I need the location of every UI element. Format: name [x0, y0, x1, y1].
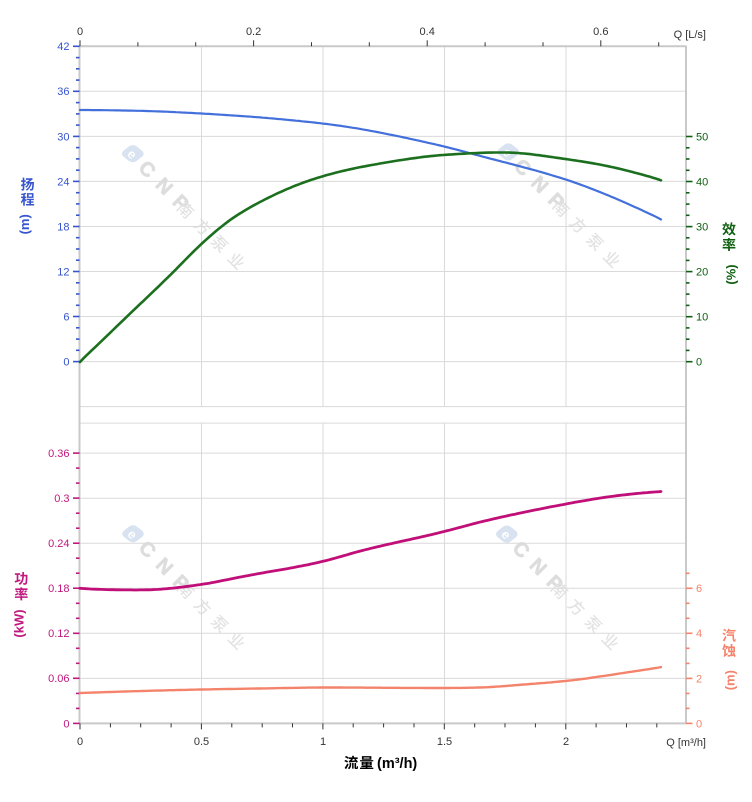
svg-text:Q [L/s]: Q [L/s] [674, 29, 706, 41]
svg-text:2: 2 [563, 736, 569, 748]
svg-text:24: 24 [57, 176, 69, 188]
svg-text:(m): (m) [17, 214, 32, 234]
svg-text:0: 0 [63, 357, 69, 369]
svg-text:0: 0 [696, 718, 702, 730]
svg-text:18: 18 [57, 221, 69, 233]
svg-text:40: 40 [696, 176, 708, 188]
svg-text:50: 50 [696, 131, 708, 143]
svg-text:0.4: 0.4 [420, 26, 435, 38]
svg-text:0: 0 [696, 357, 702, 369]
svg-text:0.18: 0.18 [48, 583, 69, 595]
svg-text:0.12: 0.12 [48, 628, 69, 640]
svg-text:0.5: 0.5 [194, 736, 209, 748]
svg-text:(m): (m) [722, 670, 737, 690]
svg-text:10: 10 [696, 312, 708, 324]
svg-text:6: 6 [63, 311, 69, 323]
svg-text:(kW): (kW) [12, 609, 27, 637]
svg-text:0: 0 [77, 736, 83, 748]
svg-text:0.3: 0.3 [54, 493, 69, 505]
svg-text:6: 6 [696, 583, 702, 595]
svg-text:12: 12 [57, 266, 69, 278]
svg-text:0.06: 0.06 [48, 673, 69, 685]
svg-text:36: 36 [57, 86, 69, 98]
svg-text:0.24: 0.24 [48, 538, 69, 550]
svg-text:1: 1 [320, 736, 326, 748]
svg-text:30: 30 [696, 222, 708, 234]
svg-text:1.5: 1.5 [437, 736, 452, 748]
svg-text:(%): (%) [724, 264, 739, 284]
svg-text:Q [m³/h]: Q [m³/h] [666, 737, 706, 749]
svg-text:0.6: 0.6 [593, 26, 608, 38]
svg-text:2: 2 [696, 673, 702, 685]
svg-text:42: 42 [57, 41, 69, 53]
svg-text:0.2: 0.2 [246, 26, 261, 38]
svg-text:0: 0 [77, 26, 83, 38]
svg-text:20: 20 [696, 267, 708, 279]
svg-text:0: 0 [63, 718, 69, 730]
svg-text:30: 30 [57, 131, 69, 143]
svg-text:(m³/h): (m³/h) [377, 756, 417, 772]
svg-text:0.36: 0.36 [48, 448, 69, 460]
svg-text:4: 4 [696, 628, 702, 640]
